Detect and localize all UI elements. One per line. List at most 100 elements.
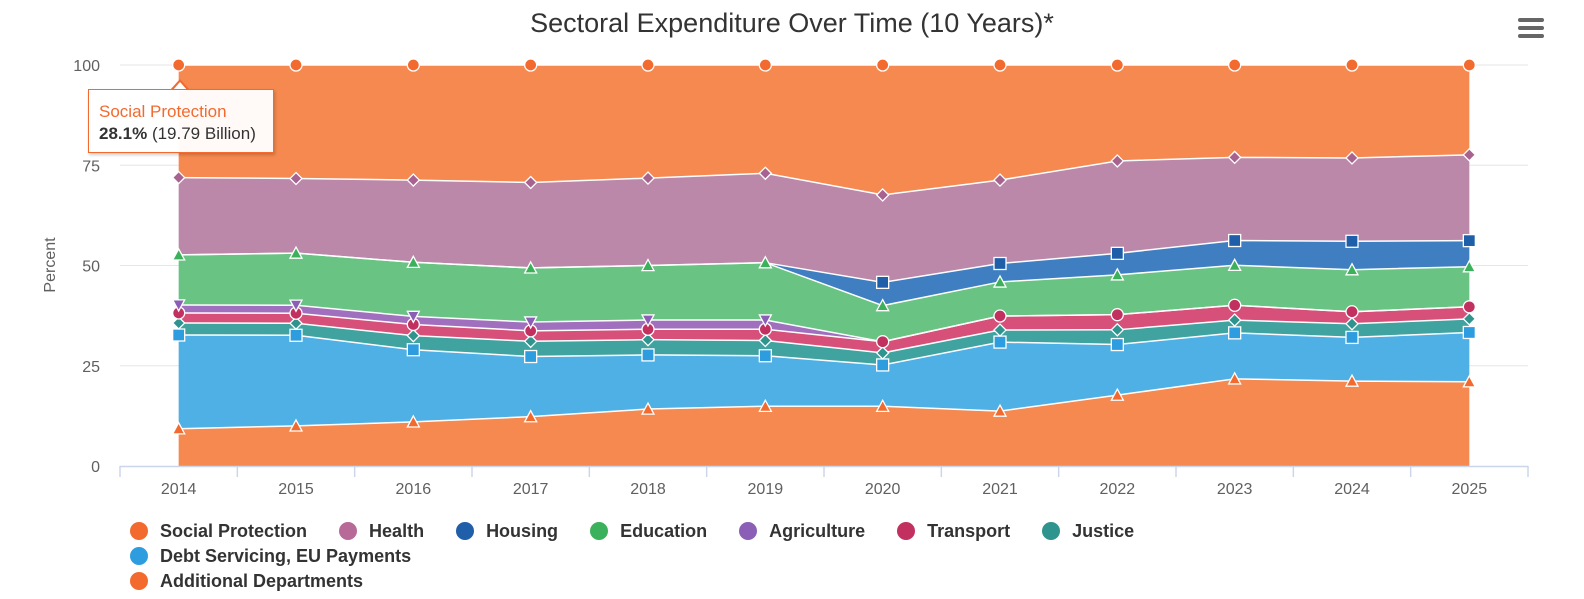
data-point-marker[interactable]: [1110, 308, 1124, 322]
data-point-marker[interactable]: [993, 256, 1007, 271]
data-point-marker[interactable]: [1110, 58, 1124, 72]
data-point-marker[interactable]: [524, 58, 538, 72]
data-point-marker[interactable]: [1228, 298, 1242, 312]
data-point-marker[interactable]: [992, 274, 1008, 288]
data-point-marker[interactable]: [1110, 246, 1124, 261]
data-point-marker[interactable]: [288, 418, 304, 432]
data-point-marker[interactable]: [641, 171, 655, 186]
data-point-marker[interactable]: [406, 343, 420, 357]
data-point-marker[interactable]: [1344, 262, 1360, 276]
data-point-marker[interactable]: [1227, 150, 1242, 165]
data-point-marker[interactable]: [523, 334, 538, 349]
data-point-marker[interactable]: [758, 58, 772, 72]
data-point-marker[interactable]: [758, 333, 773, 348]
legend-item-debt-servicing-eu-payments[interactable]: Debt Servicing, EU Payments: [130, 545, 411, 567]
data-point-marker[interactable]: [406, 254, 421, 269]
data-point-marker[interactable]: [876, 58, 890, 72]
legend-item-agriculture[interactable]: Agriculture: [739, 520, 865, 542]
data-point-marker[interactable]: [1462, 300, 1476, 314]
data-point-marker[interactable]: [640, 258, 656, 272]
data-point-marker[interactable]: [406, 173, 421, 188]
data-point-marker[interactable]: [1110, 337, 1124, 352]
data-point-marker[interactable]: [1228, 326, 1242, 340]
data-point-marker[interactable]: [1345, 330, 1359, 345]
data-point-marker[interactable]: [524, 349, 538, 364]
data-point-marker[interactable]: [289, 328, 303, 342]
data-point-marker[interactable]: [758, 314, 773, 328]
data-point-marker[interactable]: [1110, 154, 1125, 168]
data-point-marker[interactable]: [875, 345, 890, 360]
data-point-marker[interactable]: [1462, 259, 1477, 273]
data-point-marker[interactable]: [171, 299, 186, 313]
data-point-marker[interactable]: [1345, 316, 1359, 331]
data-point-marker[interactable]: [993, 323, 1007, 337]
data-point-marker[interactable]: [171, 316, 186, 330]
data-point-marker[interactable]: [1345, 234, 1359, 248]
data-point-marker[interactable]: [993, 173, 1007, 188]
data-point-markers[interactable]: [171, 58, 1477, 435]
legend-item-justice[interactable]: Justice: [1042, 520, 1134, 542]
data-point-marker[interactable]: [288, 245, 304, 259]
data-point-marker[interactable]: [1228, 58, 1242, 72]
data-point-marker[interactable]: [875, 398, 890, 413]
data-point-marker[interactable]: [640, 314, 656, 328]
legend-item-housing[interactable]: Housing: [456, 520, 558, 542]
data-point-marker[interactable]: [1345, 58, 1359, 72]
data-point-marker[interactable]: [406, 414, 421, 428]
data-point-marker[interactable]: [289, 58, 303, 72]
data-point-marker[interactable]: [523, 409, 538, 423]
data-point-marker[interactable]: [289, 316, 303, 331]
data-point-marker[interactable]: [523, 175, 538, 190]
data-point-marker[interactable]: [1462, 325, 1476, 340]
data-point-marker[interactable]: [1110, 267, 1125, 281]
data-point-marker[interactable]: [876, 358, 890, 372]
data-point-marker[interactable]: [406, 310, 421, 324]
data-point-marker[interactable]: [171, 421, 186, 435]
data-point-marker[interactable]: [640, 401, 656, 415]
data-point-marker[interactable]: [288, 299, 304, 313]
data-point-marker[interactable]: [1462, 58, 1476, 72]
data-point-marker[interactable]: [1462, 233, 1476, 248]
data-point-marker[interactable]: [1110, 322, 1125, 337]
data-point-marker[interactable]: [993, 335, 1007, 349]
legend-item-transport[interactable]: Transport: [897, 520, 1010, 542]
data-point-marker[interactable]: [171, 170, 186, 185]
data-point-marker[interactable]: [758, 398, 773, 413]
data-point-marker[interactable]: [1110, 387, 1125, 401]
data-point-marker[interactable]: [758, 349, 772, 363]
data-point-marker[interactable]: [1345, 305, 1359, 319]
data-point-marker[interactable]: [876, 275, 890, 289]
data-point-marker[interactable]: [992, 403, 1008, 417]
legend-item-health[interactable]: Health: [339, 520, 424, 542]
data-point-marker[interactable]: [1228, 233, 1242, 248]
data-point-marker[interactable]: [1227, 371, 1242, 385]
data-point-marker[interactable]: [1227, 313, 1242, 327]
data-point-marker[interactable]: [641, 348, 655, 362]
data-point-marker[interactable]: [289, 171, 303, 186]
data-point-marker[interactable]: [641, 58, 655, 72]
data-point-marker[interactable]: [993, 309, 1007, 323]
data-point-marker[interactable]: [1462, 374, 1477, 388]
data-point-marker[interactable]: [875, 298, 890, 312]
data-point-marker[interactable]: [758, 255, 773, 269]
hamburger-menu-icon[interactable]: [1518, 18, 1544, 42]
data-point-marker[interactable]: [406, 328, 421, 343]
legend-item-education[interactable]: Education: [590, 520, 707, 542]
data-point-marker[interactable]: [171, 247, 186, 261]
data-point-marker[interactable]: [1462, 147, 1477, 162]
data-point-marker[interactable]: [172, 328, 186, 342]
data-point-marker[interactable]: [1227, 257, 1242, 272]
data-point-marker[interactable]: [523, 260, 538, 274]
data-point-marker[interactable]: [406, 58, 420, 72]
data-point-marker[interactable]: [876, 335, 890, 349]
data-point-marker[interactable]: [1462, 311, 1477, 326]
data-point-marker[interactable]: [993, 58, 1007, 72]
data-point-marker[interactable]: [172, 58, 186, 72]
data-point-marker[interactable]: [523, 316, 538, 330]
data-point-marker[interactable]: [875, 188, 890, 202]
data-point-marker[interactable]: [1344, 373, 1360, 387]
data-point-marker[interactable]: [1345, 151, 1359, 165]
data-point-marker[interactable]: [641, 332, 655, 347]
legend-item-additional-departments[interactable]: Additional Departments: [130, 570, 363, 592]
legend-item-social-protection[interactable]: Social Protection: [130, 520, 307, 542]
